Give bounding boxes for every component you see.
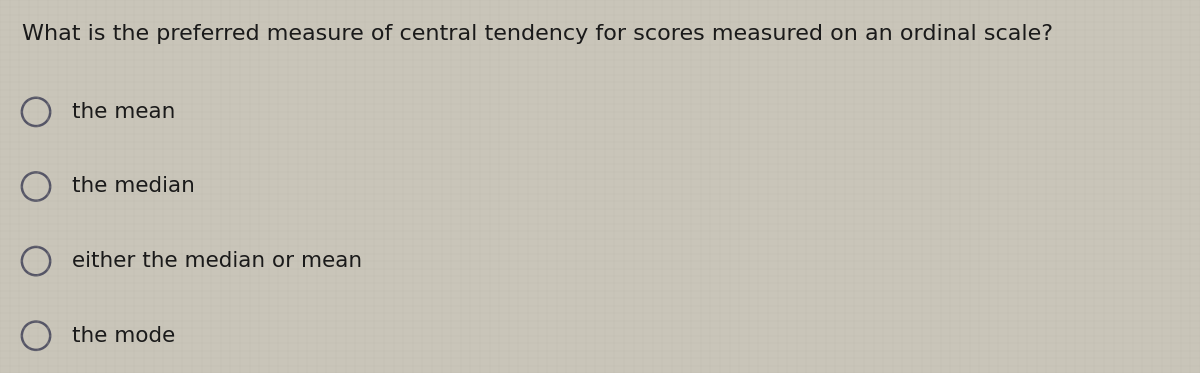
Text: either the median or mean: either the median or mean xyxy=(72,251,362,271)
Text: the median: the median xyxy=(72,176,194,197)
Text: the mean: the mean xyxy=(72,102,175,122)
Text: the mode: the mode xyxy=(72,326,175,346)
Text: What is the preferred measure of central tendency for scores measured on an ordi: What is the preferred measure of central… xyxy=(22,23,1052,44)
